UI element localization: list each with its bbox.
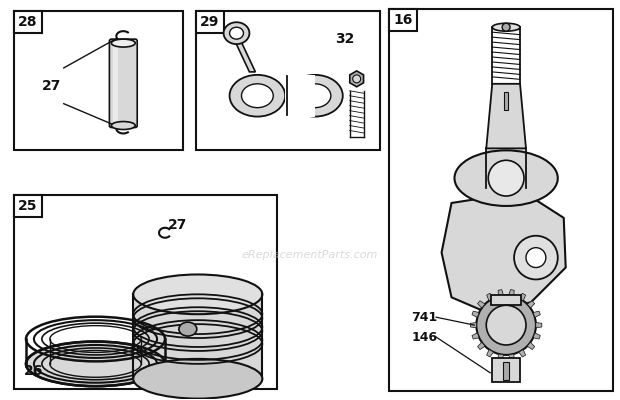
Polygon shape [477,342,485,350]
Circle shape [526,248,546,268]
Polygon shape [472,311,479,318]
Ellipse shape [26,342,165,386]
Bar [113,44,118,122]
Bar [14,195,42,217]
Bar [504,92,508,110]
Ellipse shape [112,39,135,47]
Text: 146: 146 [411,330,438,344]
Circle shape [476,295,536,355]
Ellipse shape [299,84,331,108]
Ellipse shape [241,84,273,108]
Bar [492,358,520,382]
Text: 25: 25 [18,199,38,213]
Ellipse shape [492,23,520,31]
Text: 28: 28 [18,15,38,29]
Bar [285,75,315,116]
Ellipse shape [133,359,262,399]
Text: 29: 29 [200,15,219,29]
Polygon shape [441,196,565,312]
Text: 16: 16 [394,13,413,27]
Polygon shape [527,342,534,350]
Circle shape [486,305,526,345]
Polygon shape [527,301,534,308]
Ellipse shape [454,150,558,206]
Bar [503,362,509,380]
Text: 27: 27 [168,218,187,232]
Bar [196,11,224,33]
Polygon shape [533,333,540,339]
Text: 741: 741 [411,311,438,324]
Bar [14,11,42,33]
Ellipse shape [229,75,285,116]
Circle shape [514,236,558,280]
Bar [14,195,277,389]
Polygon shape [498,290,503,296]
Polygon shape [509,354,514,361]
Polygon shape [477,301,485,308]
Ellipse shape [133,274,262,314]
Circle shape [353,75,361,83]
Polygon shape [487,350,494,357]
Ellipse shape [112,122,135,130]
Text: 32: 32 [335,32,355,46]
Bar [196,11,379,150]
Ellipse shape [287,75,343,116]
Bar [389,9,613,391]
Bar [486,148,526,188]
Bar [389,9,417,31]
Text: eReplacementParts.com: eReplacementParts.com [242,250,378,260]
Polygon shape [509,290,514,296]
Circle shape [489,160,524,196]
Bar [14,11,183,150]
Polygon shape [519,350,526,357]
Polygon shape [498,354,503,361]
Ellipse shape [229,27,244,39]
Bar [491,295,521,305]
Polygon shape [234,38,255,72]
Ellipse shape [224,22,249,44]
Polygon shape [487,293,494,301]
Text: 27: 27 [42,79,61,93]
Polygon shape [471,322,476,328]
Polygon shape [519,293,526,301]
Polygon shape [472,333,479,339]
Polygon shape [350,71,363,87]
Polygon shape [533,311,540,318]
Polygon shape [486,84,526,148]
Text: 26: 26 [24,364,43,378]
Polygon shape [536,322,542,328]
Ellipse shape [179,322,197,336]
Bar [133,294,262,379]
FancyBboxPatch shape [109,39,137,128]
Circle shape [502,23,510,31]
